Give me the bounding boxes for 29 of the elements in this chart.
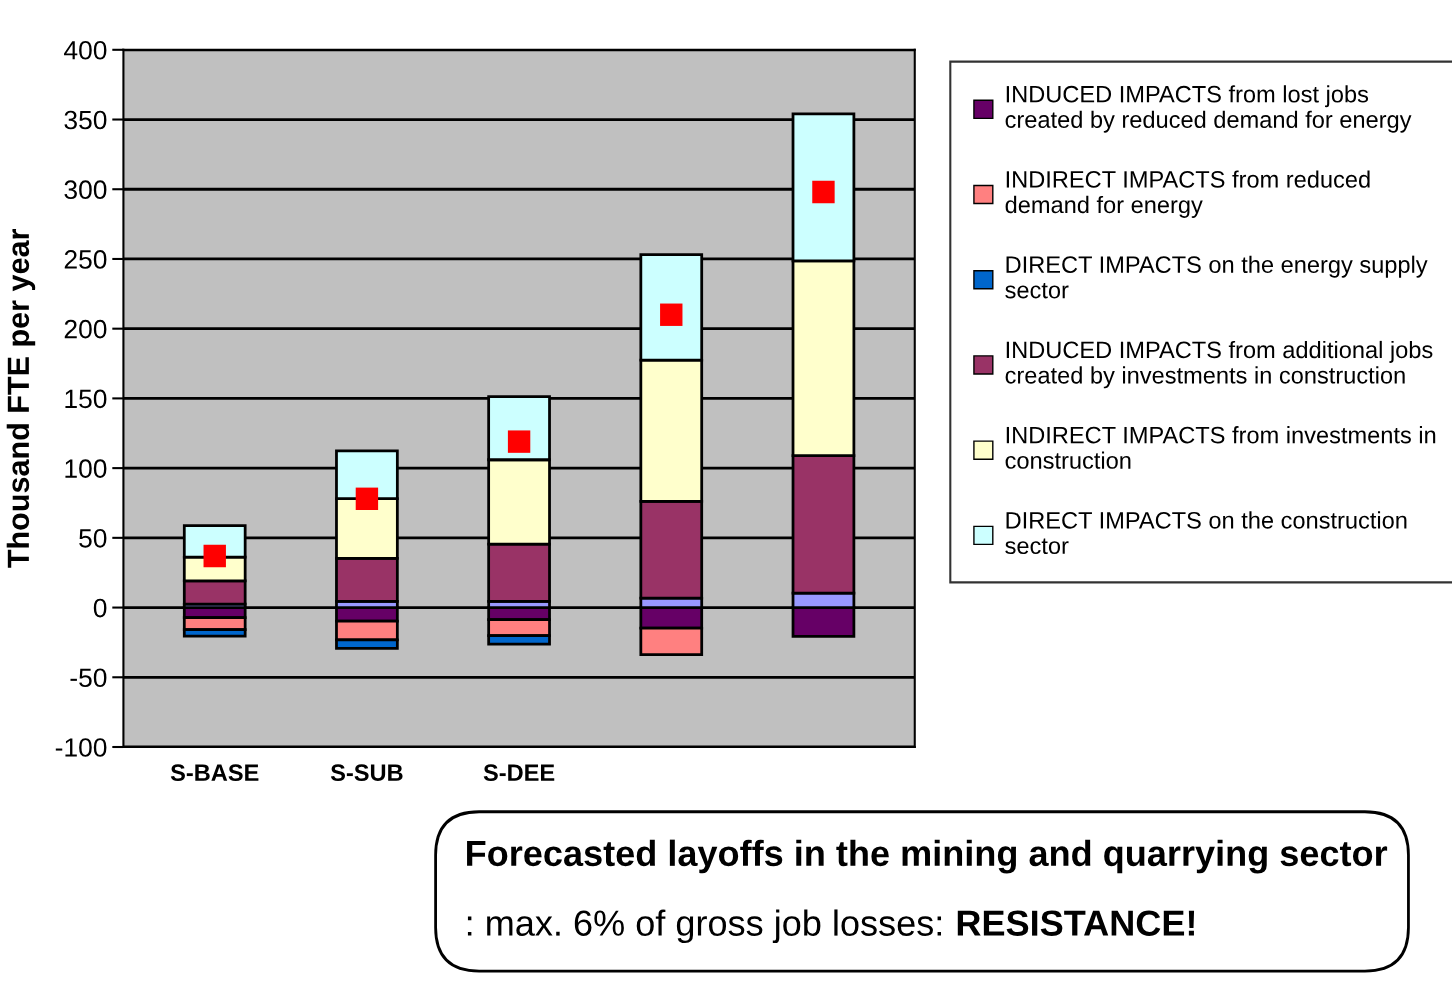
point (812, 180, 835, 204)
text: : max. 6% of gross job losses: (467, 909, 942, 944)
point (660, 303, 683, 326)
y-tick-label: 400 (64, 40, 107, 60)
y-tick-label: -50 (70, 668, 107, 688)
point (507, 430, 531, 453)
y-tick-label: -100 (55, 738, 107, 757)
text: RESISTANCE! (957, 910, 1195, 936)
y-tick-label: 100 (65, 459, 107, 478)
x-tick-label: S-BASE (170, 764, 259, 782)
y-tick-label: 50 (79, 528, 107, 548)
y-tick-label: 350 (64, 110, 107, 130)
y-axis-title: Thousand FTE per year (6, 229, 36, 568)
point (203, 544, 226, 568)
y-tick-label: 200 (64, 319, 107, 339)
legend-label: INDIRECT IMPACTS from reduced demand for energy (1005, 170, 1370, 218)
legend-label: INDIRECT IMPACTS from investments in construction (1005, 426, 1436, 469)
text: Forecasted layoffs in the mining and quarrying sector (467, 839, 1388, 874)
y-tick-label: 150 (65, 389, 107, 409)
legend-label: DIRECT IMPACTS on the energy supply sector (1005, 255, 1428, 299)
legend-label: INDUCED IMPACTS from additional jobs created by investments in construction (1005, 340, 1433, 389)
x-tick-label: S-SUB (330, 764, 403, 782)
y-tick-label: 0 (93, 598, 107, 618)
x-tick-label: S-DEE (483, 764, 555, 782)
y-tick-label: 250 (64, 250, 107, 269)
legend-label: DIRECT IMPACTS on the construction sector (1005, 511, 1407, 555)
legend-label: INDUCED IMPACTS from lost jobs created by reduced demand for energy (1005, 85, 1412, 133)
point (355, 487, 379, 510)
y-tick-label: 300 (64, 180, 107, 200)
